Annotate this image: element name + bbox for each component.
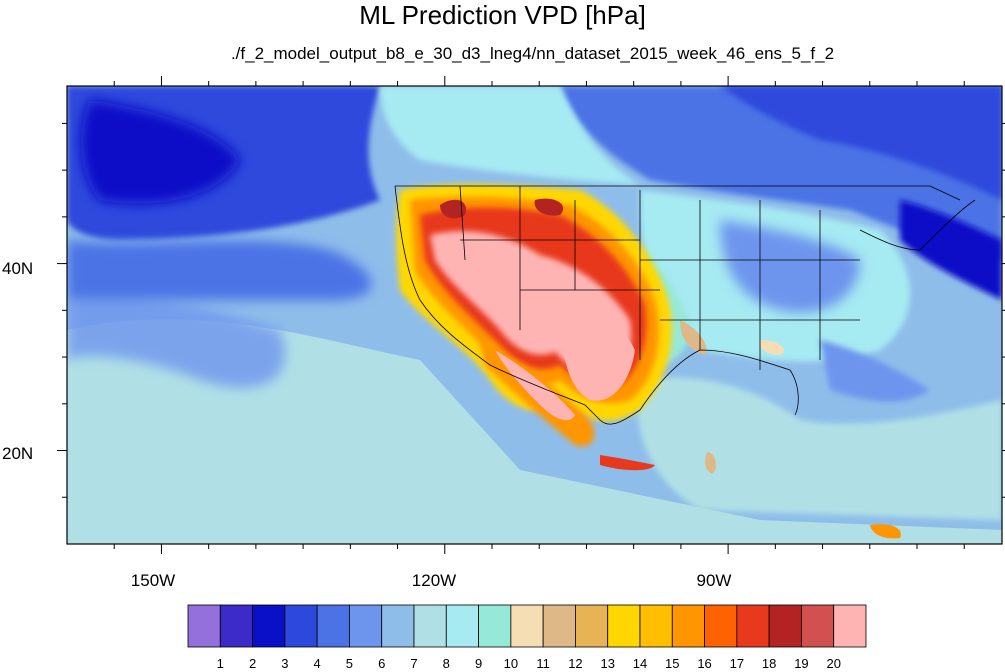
axis-ticks [57, 76, 1005, 554]
colorbar-tick-label: 19 [794, 656, 809, 671]
colorbar-swatch [510, 604, 544, 648]
colorbar-tick-label: 14 [632, 656, 648, 671]
colorbar-swatch [768, 604, 802, 648]
colorbar-swatch [639, 604, 673, 648]
colorbar-tick-label: 4 [313, 656, 321, 671]
colorbar-tick-label: 11 [536, 656, 550, 671]
map-title: ML Prediction VPD [hPa] [359, 0, 646, 30]
vpd-field [67, 86, 1002, 544]
lat-label-40n: 40N [2, 259, 34, 278]
colorbar-tick-label: 1 [216, 656, 224, 671]
map-frame [66, 85, 1003, 545]
colorbar-tick-label: 3 [281, 656, 289, 671]
colorbar-swatch [284, 604, 318, 648]
colorbar-swatch [316, 604, 350, 648]
lon-label-90w: 90W [696, 571, 732, 590]
colorbar-tick-label: 18 [761, 656, 777, 671]
colorbar-swatch [349, 604, 383, 648]
map-subtitle: ./f_2_model_output_b8_e_30_d3_lneg4/nn_d… [230, 44, 835, 63]
colorbar-swatch [445, 604, 479, 648]
colorbar-swatch [219, 604, 253, 648]
colorbar-swatch [542, 604, 576, 648]
colorbar-tick-label: 9 [474, 656, 483, 671]
colorbar-swatch [478, 604, 512, 648]
colorbar-tick-label: 20 [826, 656, 841, 671]
colorbar-swatch [381, 604, 415, 648]
colorbar-swatch [736, 604, 770, 648]
colorbar-swatch [252, 604, 286, 648]
colorbar-tick-label: 8 [442, 656, 450, 671]
colorbar-tick-label: 2 [248, 656, 257, 671]
colorbar-swatch [413, 604, 447, 648]
colorbar-tick-label: 13 [600, 656, 615, 671]
colorbar-tick-label: 17 [729, 656, 745, 671]
colorbar-tick-label: 5 [345, 656, 354, 671]
colorbar-swatch [671, 604, 705, 648]
colorbar-tick-label: 12 [568, 656, 583, 671]
colorbar-tick-label: 10 [503, 656, 519, 671]
lat-label-20n: 20N [2, 444, 34, 463]
lon-label-120w: 120W [411, 571, 457, 590]
colorbar-swatch [187, 604, 221, 648]
colorbar-tick-label: 15 [665, 656, 680, 671]
lon-label-150w: 150W [130, 571, 176, 590]
colorbar-swatch [704, 604, 738, 648]
colorbar-tick-label: 6 [378, 656, 386, 671]
colorbar-swatch [575, 604, 609, 648]
field-gulf [637, 377, 1002, 520]
colorbar-swatch [833, 604, 867, 648]
boundaries [394, 185, 976, 425]
colorbar [187, 604, 867, 648]
colorbar-tick-label: 7 [410, 656, 418, 671]
colorbar-tick-label: 16 [697, 656, 712, 671]
colorbar-swatch [607, 604, 641, 648]
colorbar-swatch [801, 604, 835, 648]
